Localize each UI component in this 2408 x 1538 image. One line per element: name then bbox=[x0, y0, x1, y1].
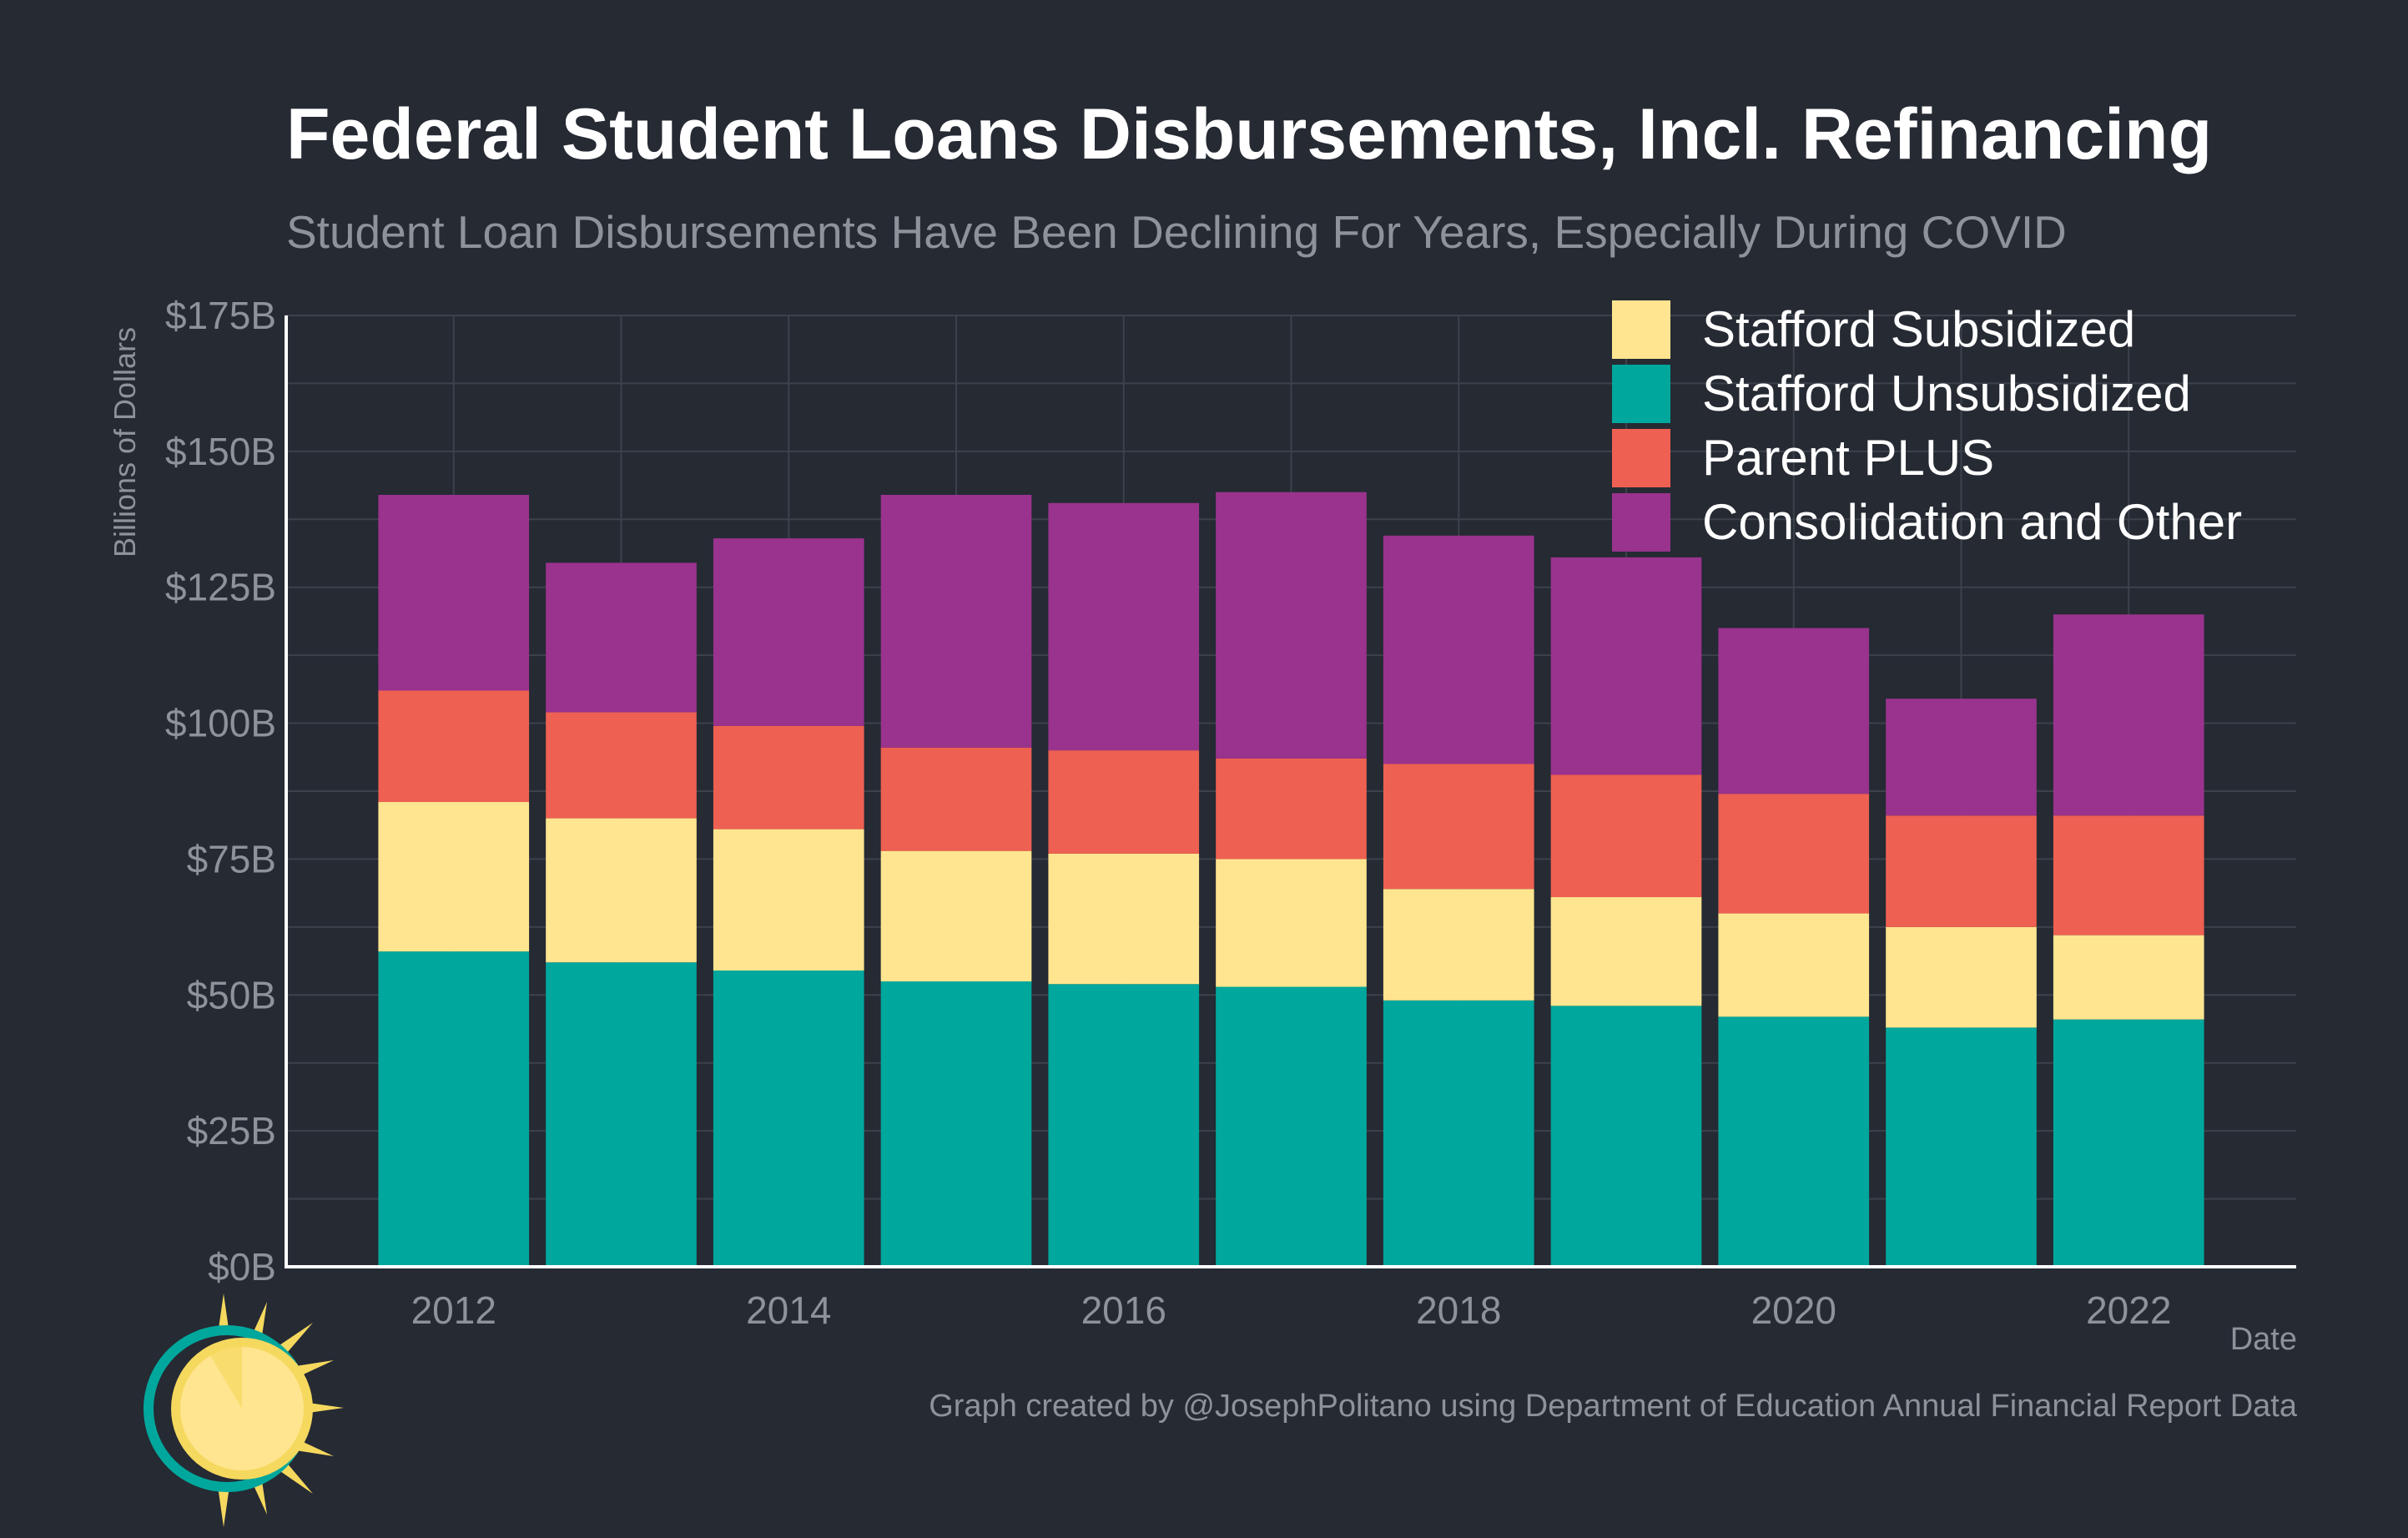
legend-swatch bbox=[1612, 428, 1670, 487]
y-tick-labels: $0B $25B $50B $75B $100B $125B $150B $175B bbox=[165, 294, 276, 1288]
bar-segment bbox=[1886, 698, 2037, 816]
x-tick-label: 2018 bbox=[1416, 1288, 1501, 1332]
legend-label: Stafford Subsidized bbox=[1702, 301, 2136, 357]
bar-segment bbox=[2053, 815, 2204, 935]
bar-segment bbox=[1550, 1006, 1702, 1267]
bar-segment bbox=[1718, 794, 1870, 914]
bar-segment bbox=[1718, 628, 1870, 794]
bar-segment bbox=[546, 712, 697, 819]
bar-segment bbox=[1886, 926, 2037, 1028]
chart-legend: Stafford Subsidized Stafford Unsubsidized… bbox=[1612, 297, 2242, 554]
legend-label: Consolidation and Other bbox=[1702, 494, 2243, 550]
bar-segment bbox=[1048, 984, 1200, 1267]
y-tick-label: $175B bbox=[165, 294, 276, 337]
bar-segment bbox=[2053, 614, 2204, 816]
bar-segment bbox=[880, 981, 1032, 1267]
bar-segment bbox=[713, 725, 864, 830]
bar-segment bbox=[2053, 935, 2204, 1020]
chart-subtitle: Student Loan Disbursements Have Been Dec… bbox=[286, 206, 2067, 258]
bar-segment bbox=[1216, 859, 1367, 987]
chart-caption: Graph created by @JosephPolitano using D… bbox=[929, 1389, 2297, 1424]
x-tick-label: 2022 bbox=[2086, 1288, 2171, 1332]
x-tick-labels: 2012 2014 2016 2018 2020 2022 bbox=[411, 1288, 2172, 1332]
bar-stacks bbox=[378, 492, 2204, 1267]
legend-label: Parent PLUS bbox=[1702, 430, 1995, 486]
bar-segment bbox=[546, 962, 697, 1267]
bar-segment bbox=[1383, 764, 1534, 890]
x-tick-label: 2014 bbox=[746, 1288, 831, 1332]
bar-segment bbox=[1216, 986, 1367, 1267]
bar-segment bbox=[1383, 889, 1534, 1001]
bar-segment bbox=[713, 970, 864, 1267]
legend-swatch bbox=[1612, 492, 1670, 552]
axes bbox=[285, 315, 2296, 1268]
bar-segment bbox=[713, 538, 864, 726]
legend-item: Stafford Subsidized bbox=[1612, 297, 2242, 361]
bar-segment bbox=[378, 802, 530, 952]
y-tick-label: $150B bbox=[165, 430, 276, 473]
bar-segment bbox=[880, 747, 1032, 851]
y-tick-label: $75B bbox=[187, 837, 276, 880]
bar-segment bbox=[1048, 502, 1200, 751]
bar-segment bbox=[1383, 535, 1534, 764]
bar-segment bbox=[2053, 1019, 2204, 1267]
bar-segment bbox=[1216, 758, 1367, 860]
x-tick-label: 2016 bbox=[1081, 1288, 1166, 1332]
bar-segment bbox=[1550, 774, 1702, 898]
y-tick-label: $0B bbox=[208, 1245, 276, 1288]
legend-swatch bbox=[1612, 364, 1670, 423]
x-tick-label: 2020 bbox=[1751, 1288, 1836, 1332]
bar-segment bbox=[1048, 750, 1200, 854]
bar-segment bbox=[378, 494, 530, 691]
bar-segment bbox=[1550, 557, 1702, 775]
bar-segment bbox=[1216, 492, 1367, 759]
y-tick-label: $100B bbox=[165, 702, 276, 745]
bar-segment bbox=[713, 829, 864, 971]
bar-segment bbox=[1886, 815, 2037, 927]
sun-logo-icon bbox=[144, 1293, 344, 1527]
bar-segment bbox=[1718, 913, 1870, 1017]
x-axis-label: Date bbox=[2229, 1322, 2297, 1357]
legend-item: Parent PLUS bbox=[1612, 426, 2242, 490]
y-tick-label: $125B bbox=[165, 566, 276, 609]
legend-swatch bbox=[1612, 300, 1670, 359]
bar-segment bbox=[880, 494, 1032, 748]
chart-title: Federal Student Loans Disbursements, Inc… bbox=[286, 94, 2213, 174]
bar-segment bbox=[546, 818, 697, 963]
bar-segment bbox=[1718, 1016, 1870, 1267]
legend-item: Consolidation and Other bbox=[1612, 490, 2242, 554]
bar-segment bbox=[378, 690, 530, 803]
bar-segment bbox=[1383, 1000, 1534, 1267]
bar-segment bbox=[880, 850, 1032, 981]
bar-segment bbox=[1886, 1027, 2037, 1267]
bar-segment bbox=[1550, 897, 1702, 1006]
y-axis-label: Billions of Dollars bbox=[108, 326, 142, 558]
y-tick-label: $25B bbox=[187, 1109, 276, 1152]
bar-segment bbox=[378, 951, 530, 1267]
legend-label: Stafford Unsubsidized bbox=[1702, 366, 2191, 421]
bar-segment bbox=[1048, 853, 1200, 985]
y-tick-label: $50B bbox=[187, 973, 276, 1016]
legend-item: Stafford Unsubsidized bbox=[1612, 361, 2242, 426]
bar-segment bbox=[546, 562, 697, 713]
x-tick-label: 2012 bbox=[411, 1288, 496, 1332]
